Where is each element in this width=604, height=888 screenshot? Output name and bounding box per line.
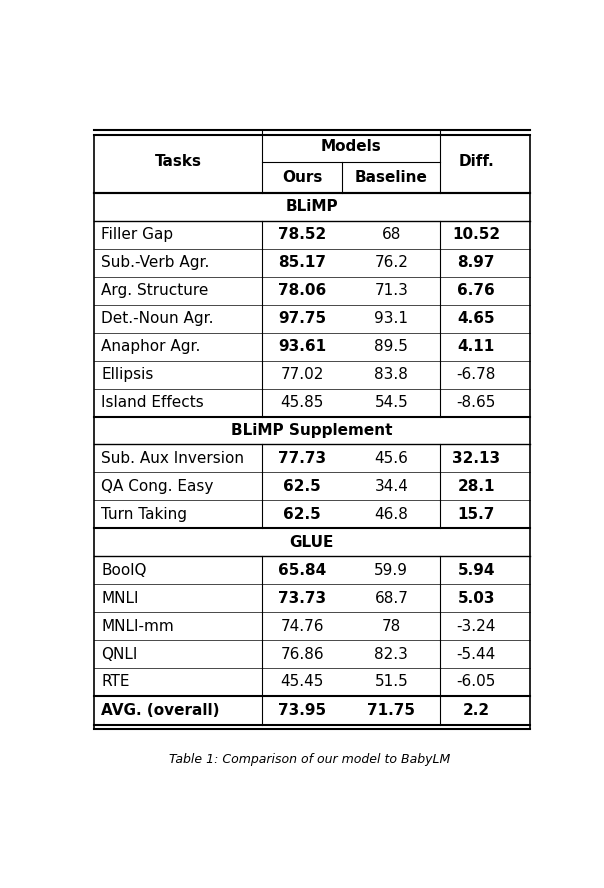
Text: Det.-Noun Agr.: Det.-Noun Agr. xyxy=(101,311,214,326)
Text: QA Cong. Easy: QA Cong. Easy xyxy=(101,479,214,494)
Text: QNLI: QNLI xyxy=(101,646,138,662)
Text: 15.7: 15.7 xyxy=(458,507,495,522)
Text: 78: 78 xyxy=(382,619,401,634)
Text: Sub. Aux Inversion: Sub. Aux Inversion xyxy=(101,451,244,466)
Text: 65.84: 65.84 xyxy=(278,563,326,578)
Text: Tasks: Tasks xyxy=(155,155,202,170)
Text: 68.7: 68.7 xyxy=(374,591,408,606)
Text: 5.94: 5.94 xyxy=(457,563,495,578)
Text: 93.61: 93.61 xyxy=(278,339,326,354)
Text: 93.1: 93.1 xyxy=(374,311,408,326)
Text: Models: Models xyxy=(321,139,382,154)
Text: 45.6: 45.6 xyxy=(374,451,408,466)
Text: 73.95: 73.95 xyxy=(278,703,326,718)
Text: 51.5: 51.5 xyxy=(374,675,408,689)
Text: -8.65: -8.65 xyxy=(457,395,496,410)
Text: Diff.: Diff. xyxy=(458,155,494,170)
Text: Table 1: Comparison of our model to BabyLM: Table 1: Comparison of our model to Baby… xyxy=(169,753,450,766)
Text: 45.45: 45.45 xyxy=(280,675,324,689)
Text: 5.03: 5.03 xyxy=(457,591,495,606)
Text: 34.4: 34.4 xyxy=(374,479,408,494)
Text: 62.5: 62.5 xyxy=(283,507,321,522)
Text: 32.13: 32.13 xyxy=(452,451,500,466)
Text: GLUE: GLUE xyxy=(290,535,334,550)
Text: -5.44: -5.44 xyxy=(457,646,496,662)
Text: 8.97: 8.97 xyxy=(457,256,495,270)
Text: 78.52: 78.52 xyxy=(278,227,326,242)
Text: 89.5: 89.5 xyxy=(374,339,408,354)
Text: Ours: Ours xyxy=(282,170,323,185)
Text: 4.11: 4.11 xyxy=(458,339,495,354)
Text: BoolQ: BoolQ xyxy=(101,563,147,578)
Text: Island Effects: Island Effects xyxy=(101,395,204,410)
Text: 4.65: 4.65 xyxy=(457,311,495,326)
Text: 71.3: 71.3 xyxy=(374,283,408,298)
Text: 78.06: 78.06 xyxy=(278,283,326,298)
Text: 82.3: 82.3 xyxy=(374,646,408,662)
Text: 10.52: 10.52 xyxy=(452,227,500,242)
Text: 97.75: 97.75 xyxy=(278,311,326,326)
Text: -6.05: -6.05 xyxy=(457,675,496,689)
Text: 46.8: 46.8 xyxy=(374,507,408,522)
Text: 76.86: 76.86 xyxy=(280,646,324,662)
Text: 71.75: 71.75 xyxy=(367,703,416,718)
Text: Ellipsis: Ellipsis xyxy=(101,367,153,382)
Text: 77.73: 77.73 xyxy=(278,451,326,466)
Text: 59.9: 59.9 xyxy=(374,563,408,578)
Text: Baseline: Baseline xyxy=(355,170,428,185)
Text: 68: 68 xyxy=(382,227,401,242)
Text: -3.24: -3.24 xyxy=(457,619,496,634)
Text: 6.76: 6.76 xyxy=(457,283,495,298)
Text: MNLI: MNLI xyxy=(101,591,139,606)
Text: 85.17: 85.17 xyxy=(278,256,326,270)
Text: BLiMP Supplement: BLiMP Supplement xyxy=(231,423,393,438)
Text: 28.1: 28.1 xyxy=(457,479,495,494)
Text: 45.85: 45.85 xyxy=(280,395,324,410)
Text: Sub.-Verb Agr.: Sub.-Verb Agr. xyxy=(101,256,210,270)
Text: -6.78: -6.78 xyxy=(457,367,496,382)
Text: Filler Gap: Filler Gap xyxy=(101,227,173,242)
Text: AVG. (overall): AVG. (overall) xyxy=(101,703,220,718)
Text: 2.2: 2.2 xyxy=(463,703,490,718)
Text: BLiMP: BLiMP xyxy=(286,200,338,215)
Text: Arg. Structure: Arg. Structure xyxy=(101,283,208,298)
Text: 77.02: 77.02 xyxy=(280,367,324,382)
Text: 74.76: 74.76 xyxy=(280,619,324,634)
Text: RTE: RTE xyxy=(101,675,130,689)
Text: Anaphor Agr.: Anaphor Agr. xyxy=(101,339,201,354)
Text: Turn Taking: Turn Taking xyxy=(101,507,187,522)
Text: 54.5: 54.5 xyxy=(374,395,408,410)
Text: 83.8: 83.8 xyxy=(374,367,408,382)
Text: MNLI-mm: MNLI-mm xyxy=(101,619,174,634)
Text: 73.73: 73.73 xyxy=(278,591,326,606)
Text: 76.2: 76.2 xyxy=(374,256,408,270)
Text: 62.5: 62.5 xyxy=(283,479,321,494)
